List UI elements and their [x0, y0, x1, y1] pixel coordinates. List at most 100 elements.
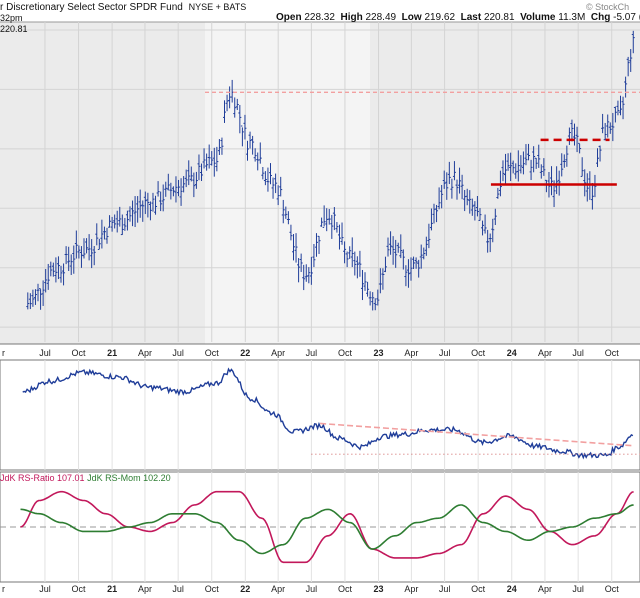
rs-ratio-label: JdK RS-Ratio 107.01: [0, 473, 85, 483]
open-value: 228.32: [304, 12, 335, 23]
price-bar: [396, 242, 400, 253]
price-bar: [509, 152, 513, 182]
price-bar: [197, 154, 201, 181]
price-bar: [368, 291, 372, 306]
price-bar: [246, 140, 250, 161]
price-bar: [539, 164, 543, 179]
price-bar: [575, 126, 579, 153]
price-bar: [483, 214, 487, 234]
price-bar: [90, 239, 94, 269]
price-bar: [527, 143, 531, 161]
price-bar: [166, 173, 170, 191]
price-bar: [414, 257, 418, 269]
x-tick-label-bottom: 21: [107, 584, 117, 594]
price-bar: [179, 178, 183, 206]
price-bar: [427, 223, 431, 249]
price-bar: [115, 210, 119, 233]
price-bar: [297, 258, 301, 283]
x-tick-label-bottom: Apr: [138, 584, 152, 594]
price-bar: [192, 172, 196, 198]
low-label: Low: [401, 12, 422, 23]
price-bar: [276, 185, 280, 206]
price-bar: [154, 195, 158, 215]
price-bar: [542, 158, 546, 176]
fund-title: r Discretionary Select Sector SPDR Fund …: [0, 2, 246, 13]
price-bar: [631, 30, 635, 54]
x-tick-label-top: Jul: [172, 348, 184, 358]
price-bar: [445, 172, 449, 200]
chg-label: Chg: [590, 12, 611, 23]
price-bar: [562, 154, 566, 168]
price-bar: [376, 289, 380, 306]
price-bar: [613, 106, 617, 123]
price-bar: [345, 251, 349, 268]
price-bar: [189, 166, 193, 182]
price-bar: [62, 263, 66, 286]
price-bar: [123, 217, 127, 231]
x-tick-label-bottom: Jul: [39, 584, 51, 594]
price-bar: [95, 223, 99, 246]
price-bar: [59, 265, 63, 283]
price-bar: [54, 257, 58, 283]
price-bar: [567, 127, 571, 145]
price-bar: [28, 293, 32, 310]
x-tick-label-top: Apr: [538, 348, 552, 358]
rs-mom-label: JdK RS-Mom 102.20: [87, 473, 171, 483]
price-bar: [253, 148, 257, 162]
price-bar: [455, 179, 459, 200]
price-bar: [412, 256, 416, 269]
price-bar: [320, 217, 324, 227]
rs-line: [22, 367, 634, 460]
price-bar: [447, 161, 451, 185]
price-bar: [422, 247, 426, 260]
price-bar: [348, 246, 352, 259]
price-bar: [205, 153, 209, 171]
price-bar: [56, 256, 60, 280]
price-bar: [529, 159, 533, 181]
price-bar: [67, 246, 71, 271]
price-bar: [44, 268, 48, 293]
price-bar: [399, 234, 403, 259]
last-value: 220.81: [483, 12, 515, 23]
price-bar: [343, 241, 347, 264]
price-bar: [271, 177, 275, 199]
price-bar: [274, 173, 278, 194]
price-bar: [524, 144, 528, 166]
price-bar: [473, 201, 477, 221]
price-bar: [314, 233, 318, 257]
price-bar: [350, 237, 354, 268]
x-tick-label-bottom: Oct: [605, 584, 620, 594]
price-bar: [557, 170, 561, 196]
time-text: 32pm: [0, 13, 23, 23]
x-tick-label-bottom: Apr: [538, 584, 552, 594]
price-bar: [200, 163, 204, 181]
price-bar: [207, 144, 211, 169]
price-bar: [511, 160, 515, 174]
x-tick-label-bottom: Jul: [172, 584, 184, 594]
price-bar: [212, 147, 216, 177]
price-bar: [618, 95, 622, 116]
price-bar: [504, 153, 508, 186]
price-bar: [468, 190, 472, 214]
price-bar: [251, 135, 255, 155]
price-bar: [404, 265, 408, 287]
jdk-legend: JdK RS-Ratio 107.01 JdK RS-Mom 102.20: [0, 473, 171, 483]
x-tick-label-top: Apr: [271, 348, 285, 358]
quote-bar: Open 228.32 High 228.49 Low 219.62 Last …: [276, 12, 640, 23]
price-bar: [146, 192, 150, 218]
price-bar: [291, 234, 295, 261]
price-bar: [174, 176, 178, 203]
price-bar: [36, 283, 40, 302]
price-bar: [69, 254, 73, 275]
price-bar: [302, 264, 306, 291]
price-bar: [184, 169, 188, 188]
price-bar: [286, 211, 290, 225]
price-bar: [550, 166, 554, 196]
low-value: 219.62: [424, 12, 456, 23]
price-bar: [85, 238, 89, 254]
price-bar: [521, 151, 525, 175]
price-bar: [409, 257, 413, 281]
price-bar: [486, 229, 490, 253]
price-bar: [624, 76, 628, 98]
x-tick-label-top: Jul: [572, 348, 584, 358]
